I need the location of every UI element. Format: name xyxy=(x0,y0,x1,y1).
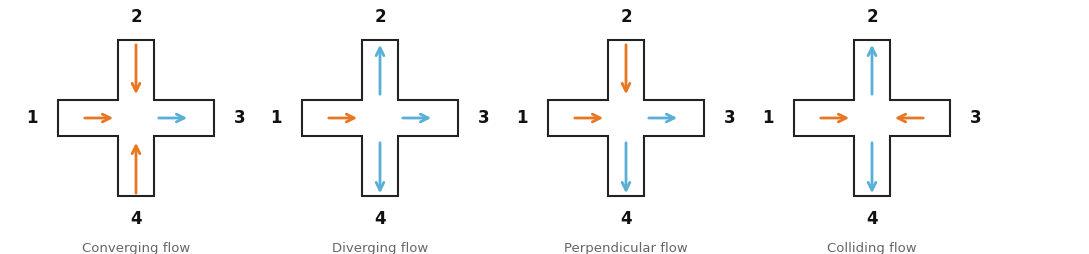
Text: 2: 2 xyxy=(866,8,878,26)
Text: 4: 4 xyxy=(131,210,142,228)
Text: 2: 2 xyxy=(131,8,142,26)
Polygon shape xyxy=(548,40,703,196)
Polygon shape xyxy=(794,40,950,196)
Text: 4: 4 xyxy=(375,210,386,228)
Polygon shape xyxy=(58,40,215,196)
Text: 1: 1 xyxy=(762,109,774,127)
Text: 4: 4 xyxy=(866,210,878,228)
Text: 3: 3 xyxy=(478,109,490,127)
Text: Converging flow: Converging flow xyxy=(82,242,191,254)
Text: Diverging flow: Diverging flow xyxy=(332,242,428,254)
Text: 1: 1 xyxy=(516,109,528,127)
Text: 4: 4 xyxy=(621,210,632,228)
Text: 2: 2 xyxy=(621,8,632,26)
Text: 1: 1 xyxy=(270,109,282,127)
Text: 3: 3 xyxy=(234,109,246,127)
Polygon shape xyxy=(302,40,458,196)
Text: Colliding flow: Colliding flow xyxy=(828,242,917,254)
Text: 3: 3 xyxy=(970,109,981,127)
Text: 2: 2 xyxy=(375,8,386,26)
Text: 3: 3 xyxy=(724,109,736,127)
Text: 1: 1 xyxy=(26,109,38,127)
Text: Perpendicular flow: Perpendicular flow xyxy=(564,242,688,254)
